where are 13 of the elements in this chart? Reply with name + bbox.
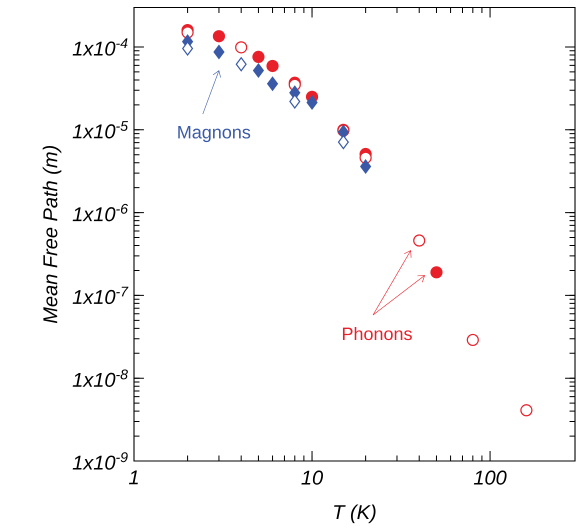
x-tick-label: 100 — [474, 470, 507, 485]
annotation: Magnons — [178, 126, 250, 142]
x-tick-label: 1 — [128, 470, 138, 484]
y-tick-label: 1x10$^{-8}$ — [72, 369, 128, 387]
y-tick-label: 1x10$^{-9}$ — [72, 452, 128, 470]
x-axis-title: T (K) — [334, 504, 376, 524]
y-axis-title: Mean Free Path (m) — [42, 146, 62, 324]
y-tick-label: 1x10$^{-5}$ — [72, 121, 128, 138]
x-tick-label: 10 — [301, 470, 323, 485]
annotation: Phonons — [342, 326, 412, 340]
y-tick-label: 1x10$^{-6}$ — [72, 204, 128, 222]
y-tick-label: 1x10$^{-4}$ — [72, 38, 128, 56]
y-tick-label: 1x10$^{-7}$ — [72, 286, 128, 304]
